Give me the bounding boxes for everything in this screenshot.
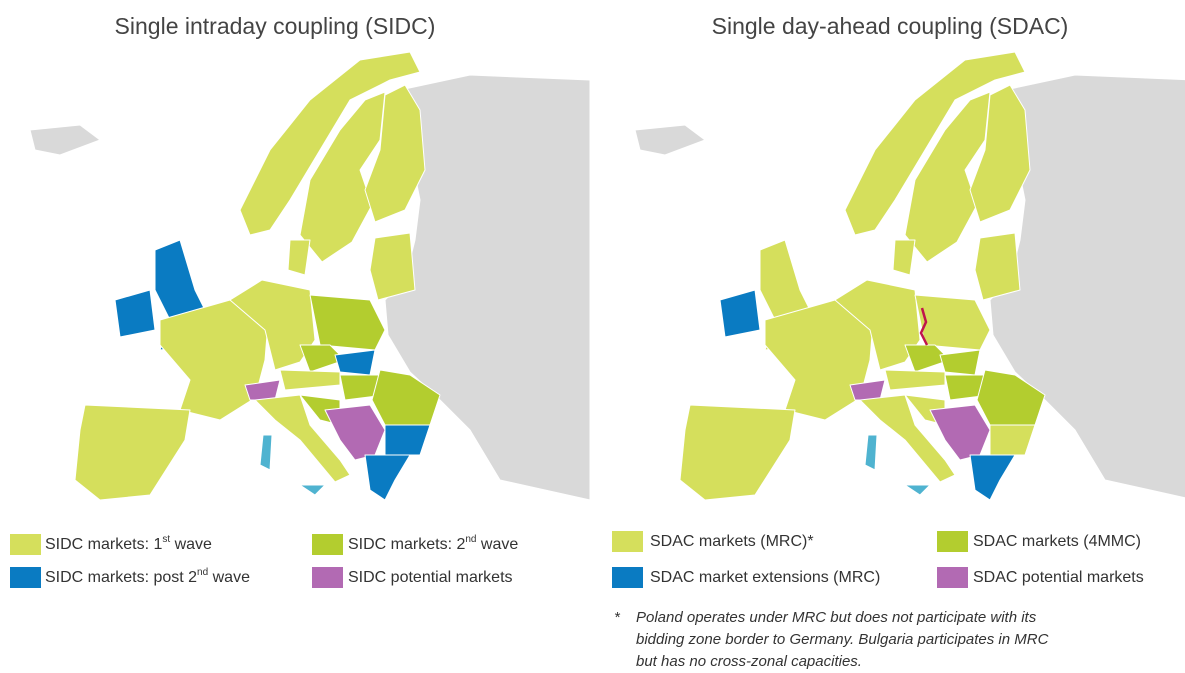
region-sicily xyxy=(300,485,325,495)
region-bulgaria xyxy=(385,425,430,455)
region-wbalkans xyxy=(325,405,385,460)
legend-label: SDAC markets (MRC)* xyxy=(650,533,814,550)
page: Single intraday coupling (SIDC) Single d… xyxy=(0,0,1185,673)
legend-swatch xyxy=(612,567,643,588)
region-bulgaria xyxy=(990,425,1035,455)
legend-label: SDAC markets (4MMC) xyxy=(973,533,1141,550)
footnote-line: Poland operates under MRC but does not p… xyxy=(636,609,1037,626)
region-iberia xyxy=(680,405,795,500)
legend-swatch xyxy=(937,531,968,552)
region-greece xyxy=(970,455,1015,500)
region-wbalkans xyxy=(930,405,990,460)
legend-swatch xyxy=(10,567,41,588)
region-slovakia xyxy=(335,350,375,375)
region-poland xyxy=(310,295,385,350)
region-greece xyxy=(365,455,410,500)
region-austria xyxy=(280,370,340,390)
legend-swatch xyxy=(937,567,968,588)
legend-label: SIDC markets: 1st wave xyxy=(45,534,212,554)
footnote-line: but has no cross-zonal capacities. xyxy=(636,653,862,670)
legend-label: SDAC market extensions (MRC) xyxy=(650,569,880,586)
region-austria xyxy=(885,370,945,390)
legend-swatch xyxy=(312,534,343,555)
region-denmark xyxy=(288,240,310,275)
region-baltics xyxy=(975,233,1020,300)
legend-label: SIDC markets: post 2nd wave xyxy=(45,567,250,587)
region-baltics xyxy=(370,233,415,300)
footnote-marker: * xyxy=(614,609,621,626)
legend-swatch xyxy=(312,567,343,588)
region-iceland xyxy=(30,125,100,155)
region-sardinia xyxy=(865,435,877,470)
legend-swatch xyxy=(612,531,643,552)
region-ireland xyxy=(720,290,760,337)
region-slovakia xyxy=(940,350,980,375)
region-sicily xyxy=(905,485,930,495)
region-iceland xyxy=(635,125,705,155)
legend-label: SDAC potential markets xyxy=(973,569,1144,586)
legend-label: SIDC markets: 2nd wave xyxy=(348,534,518,554)
maps xyxy=(30,52,1185,500)
region-ireland xyxy=(115,290,155,337)
region-iberia xyxy=(75,405,190,500)
region-denmark xyxy=(893,240,915,275)
legend-swatch xyxy=(10,534,41,555)
region-sardinia xyxy=(260,435,272,470)
legend-label: SIDC potential markets xyxy=(348,569,513,586)
map-title: Single intraday coupling (SIDC) xyxy=(115,13,436,39)
map-title: Single day-ahead coupling (SDAC) xyxy=(712,13,1069,39)
footnote-line: bidding zone border to Germany. Bulgaria… xyxy=(636,631,1049,648)
